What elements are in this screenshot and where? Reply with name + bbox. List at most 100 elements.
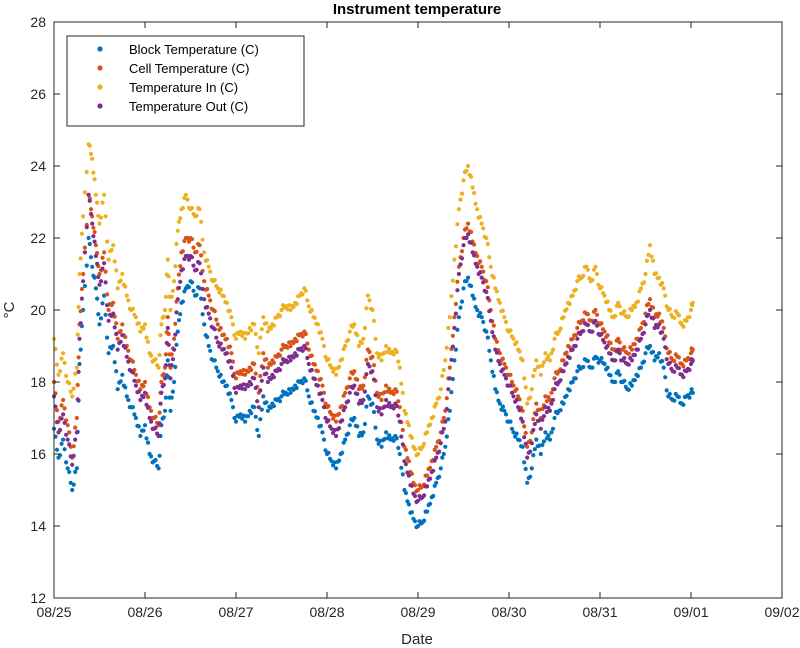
data-point — [64, 432, 69, 437]
data-point — [312, 315, 317, 320]
data-point — [570, 293, 575, 298]
data-point — [387, 433, 392, 438]
data-point — [130, 370, 135, 375]
data-point — [452, 257, 457, 262]
data-point — [91, 234, 96, 239]
data-point — [622, 345, 627, 350]
data-point — [646, 301, 651, 307]
data-point — [396, 413, 401, 418]
data-point — [178, 312, 183, 317]
data-point — [111, 343, 116, 349]
data-point — [92, 229, 97, 235]
data-point — [271, 403, 276, 409]
data-point — [252, 361, 257, 367]
data-point — [552, 415, 557, 421]
data-point — [79, 296, 84, 301]
data-point — [191, 288, 196, 293]
data-point — [309, 367, 314, 373]
data-point — [613, 313, 618, 319]
data-point — [561, 315, 566, 320]
data-point — [528, 474, 533, 479]
data-point — [649, 254, 654, 259]
data-point — [81, 214, 86, 219]
data-point — [590, 329, 595, 334]
y-tick-label: 26 — [30, 86, 46, 102]
data-point — [175, 228, 180, 233]
data-point — [58, 369, 63, 374]
data-point — [288, 358, 293, 363]
data-point — [529, 441, 534, 446]
data-point — [224, 351, 229, 356]
data-point — [455, 222, 460, 227]
data-point — [261, 365, 266, 370]
data-point — [370, 369, 375, 374]
data-point — [522, 435, 527, 440]
data-point — [444, 406, 449, 412]
data-point — [200, 312, 205, 317]
x-tick-label: 08/30 — [491, 604, 526, 620]
data-point — [485, 241, 490, 247]
data-point — [502, 408, 507, 413]
legend-entry: Block Temperature (C) — [97, 42, 259, 57]
data-point — [453, 347, 458, 352]
data-point — [564, 361, 569, 366]
data-point — [323, 401, 328, 406]
data-point — [570, 336, 575, 341]
data-point — [118, 328, 123, 334]
data-point — [156, 433, 161, 439]
data-point — [165, 257, 170, 262]
data-point — [651, 258, 656, 263]
data-point — [87, 143, 92, 148]
data-point — [503, 376, 509, 381]
data-point — [529, 387, 534, 392]
data-point — [540, 417, 545, 422]
data-point — [373, 336, 378, 341]
data-point — [455, 279, 460, 284]
data-point — [547, 358, 553, 363]
data-point — [291, 304, 296, 310]
data-point — [473, 201, 478, 206]
data-point — [173, 332, 178, 337]
data-point — [549, 390, 554, 395]
data-point — [81, 279, 86, 284]
data-point — [379, 444, 384, 449]
data-point — [409, 483, 414, 488]
data-point — [300, 292, 305, 297]
data-point — [261, 315, 266, 320]
data-point — [412, 519, 418, 524]
data-point — [102, 250, 107, 255]
x-tick-label: 08/26 — [127, 604, 162, 620]
data-point — [230, 405, 236, 410]
data-point — [478, 259, 483, 264]
data-point — [629, 347, 635, 352]
data-point — [147, 415, 152, 421]
data-point — [306, 304, 311, 309]
data-point — [396, 445, 401, 451]
data-point — [305, 355, 310, 361]
data-point — [540, 363, 545, 368]
legend-label: Temperature Out (C) — [129, 99, 248, 114]
data-point — [111, 243, 116, 248]
data-point — [511, 383, 516, 388]
data-point — [214, 317, 219, 322]
data-point — [534, 412, 539, 417]
data-point — [73, 371, 78, 376]
data-point — [549, 401, 554, 406]
data-point — [185, 197, 190, 202]
data-point — [67, 430, 72, 435]
data-point — [253, 385, 258, 391]
data-point — [162, 408, 168, 413]
legend-label: Block Temperature (C) — [129, 42, 259, 57]
data-point — [585, 358, 591, 364]
data-point — [212, 327, 217, 332]
data-point — [453, 301, 458, 307]
data-point — [379, 412, 384, 417]
data-point — [540, 442, 545, 448]
data-point — [523, 430, 528, 436]
data-point — [355, 377, 360, 382]
data-point — [86, 235, 91, 241]
data-point — [180, 299, 185, 304]
data-point — [114, 268, 119, 273]
data-point — [508, 328, 513, 333]
data-point — [305, 298, 310, 303]
